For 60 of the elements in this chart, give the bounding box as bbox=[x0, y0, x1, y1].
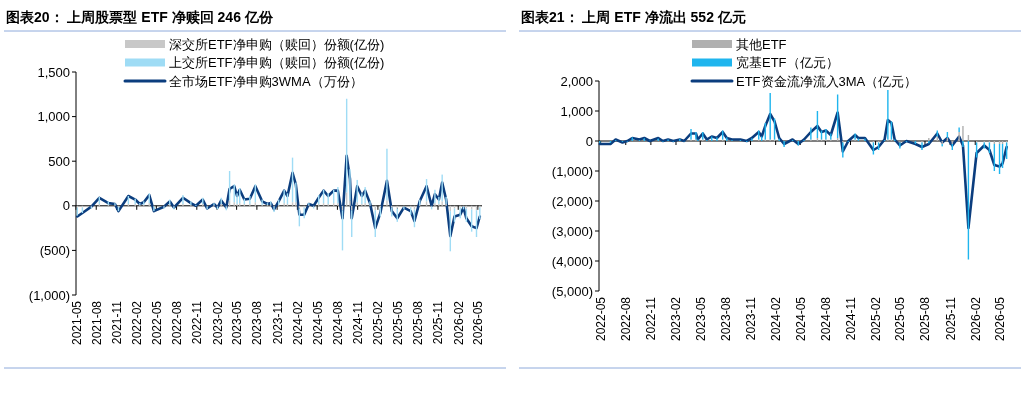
x-tick-label: 2023-11 bbox=[270, 300, 285, 345]
x-tick-label: 2023-11 bbox=[744, 296, 759, 341]
chart-title: 图表20： 上周股票型 ETF 净赎回 246 亿份 bbox=[6, 9, 274, 25]
x-tick-label: 2024-11 bbox=[351, 300, 366, 345]
y-tick-label: 1,000 bbox=[37, 109, 70, 125]
x-tick-label: 2024-05 bbox=[310, 300, 325, 346]
legend-label: ETF资金流净流入3MA（亿元） bbox=[736, 73, 918, 89]
x-tick-label: 2022-11 bbox=[190, 300, 205, 345]
x-tick-label: 2026-05 bbox=[471, 300, 486, 346]
x-tick-label: 2023-08 bbox=[718, 296, 733, 342]
y-tick-label: 500 bbox=[48, 153, 70, 169]
y-tick-label: (4,000) bbox=[551, 253, 593, 269]
y-tick-label: (1,000) bbox=[28, 287, 70, 303]
x-tick-label: 2024-08 bbox=[818, 296, 833, 342]
y-tick-label: (500) bbox=[39, 242, 70, 258]
legend-label: 深交所ETF净申购（赎回）份额(亿份) bbox=[169, 36, 385, 52]
x-tick-label: 2025-02 bbox=[371, 300, 386, 346]
chart-title: 图表21： 上周 ETF 净流出 552 亿元 bbox=[521, 9, 746, 25]
x-tick-label: 2023-05 bbox=[230, 300, 245, 346]
x-tick-label: 2024-02 bbox=[769, 296, 784, 342]
legend-label: 上交所ETF净申购（赎回）份额(亿份) bbox=[169, 55, 385, 70]
y-tick-label: (2,000) bbox=[551, 193, 593, 209]
y-tick-label: 1,000 bbox=[560, 103, 593, 119]
legend-label: 全市场ETF净申购3WMA（万份） bbox=[169, 73, 363, 89]
legend-label: 其他ETF bbox=[736, 36, 787, 52]
y-tick-label: 0 bbox=[585, 133, 593, 149]
x-tick-label: 2024-05 bbox=[793, 296, 808, 342]
x-tick-label: 2022-05 bbox=[594, 296, 609, 342]
x-tick-label: 2025-05 bbox=[893, 296, 908, 342]
x-tick-label: 2023-05 bbox=[693, 296, 708, 342]
y-tick-label: (5,000) bbox=[551, 283, 593, 299]
x-tick-label: 2021-08 bbox=[89, 300, 104, 346]
x-tick-label: 2022-02 bbox=[130, 300, 145, 346]
x-tick-label: 2025-02 bbox=[869, 296, 884, 342]
x-tick-label: 2022-05 bbox=[149, 300, 164, 346]
x-tick-label: 2021-11 bbox=[109, 300, 124, 345]
x-tick-label: 2026-02 bbox=[968, 296, 983, 342]
y-tick-label: 2,000 bbox=[560, 73, 593, 89]
y-tick-label: 1,500 bbox=[37, 64, 70, 80]
x-tick-label: 2025-11 bbox=[943, 296, 958, 341]
x-tick-label: 2021-05 bbox=[69, 300, 84, 346]
x-tick-label: 2023-02 bbox=[669, 296, 684, 342]
x-tick-label: 2025-08 bbox=[411, 300, 426, 346]
x-tick-label: 2024-11 bbox=[843, 296, 858, 341]
x-tick-label: 2025-05 bbox=[391, 300, 405, 346]
x-tick-label: 2025-08 bbox=[918, 296, 933, 342]
y-tick-label: 0 bbox=[62, 198, 70, 214]
legend-label: 宽基ETF（亿元） bbox=[736, 55, 839, 70]
x-tick-label: 2025-11 bbox=[431, 300, 446, 345]
y-tick-label: (1,000) bbox=[551, 163, 593, 179]
x-tick-label: 2026-05 bbox=[993, 296, 1008, 342]
x-tick-label: 2023-08 bbox=[250, 300, 265, 346]
x-tick-label: 2026-02 bbox=[451, 300, 466, 346]
x-tick-label: 2024-08 bbox=[330, 300, 345, 346]
y-tick-label: (3,000) bbox=[551, 223, 593, 239]
x-tick-label: 2022-08 bbox=[170, 300, 185, 346]
x-tick-label: 2022-11 bbox=[644, 296, 659, 341]
x-tick-label: 2022-08 bbox=[619, 296, 634, 342]
x-tick-label: 2023-02 bbox=[210, 300, 225, 346]
x-tick-label: 2024-02 bbox=[290, 300, 305, 346]
